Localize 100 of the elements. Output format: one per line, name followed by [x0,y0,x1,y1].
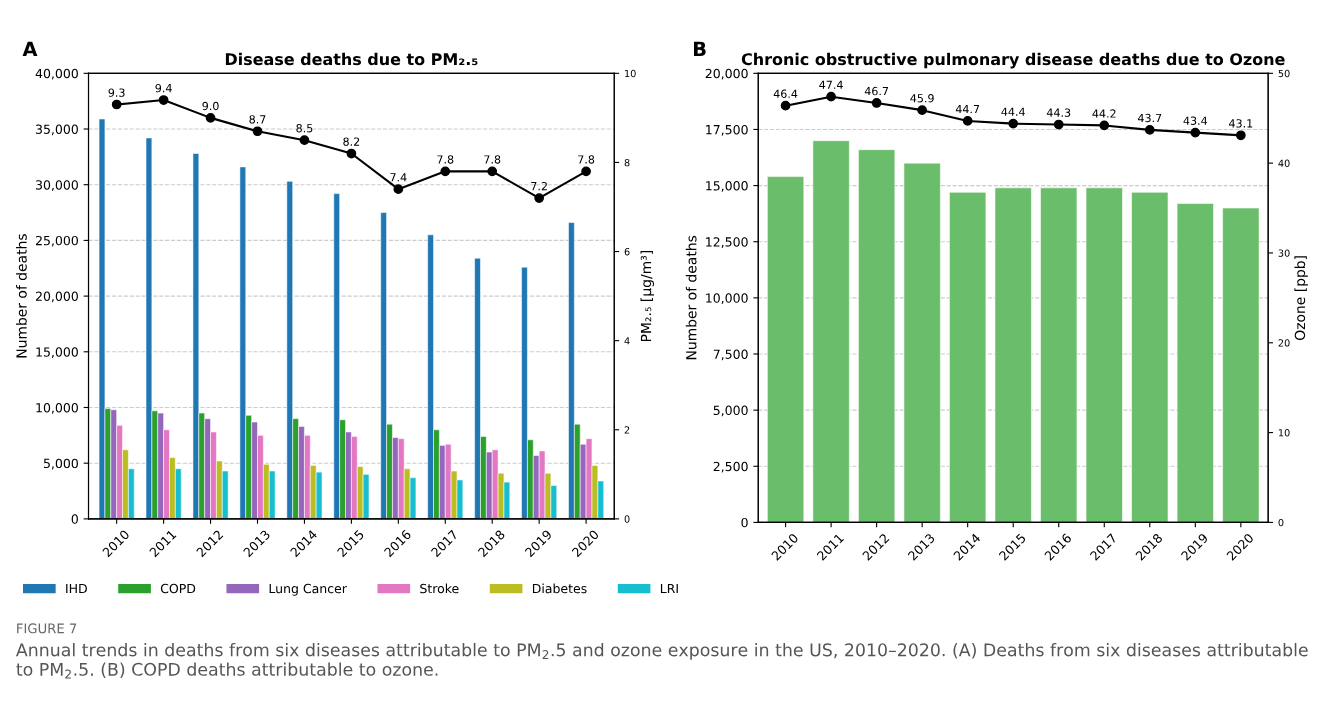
data-label: 7.4 [390,173,407,182]
y2-tick-label: 10 [625,69,636,78]
data-label: 46.7 [864,86,889,96]
point [962,116,973,126]
y-axis-title: Number of deaths [685,235,697,360]
text: Annual trends in deaths from six diseases attributable to PM$_{2}$.5 and ozone exposure in the US, 2010–2020. (A) Deaths from six diseases attributable to PM$_{2}$.5. (B) COPD deaths attributable to ozone. [15,642,1308,679]
y-tick-label: 0 [741,517,748,528]
point [487,166,498,177]
y-tick-label: 12,500 [706,237,748,248]
bar [903,162,941,523]
y2-tick-label: 30 [1278,249,1290,257]
data-label: 45.9 [910,94,934,103]
data-label: 8.7 [249,115,266,124]
bar [858,149,896,523]
y2-tick-label: 6 [624,248,630,256]
y-tick-label: 15,000 [706,181,748,192]
point [581,166,591,177]
point [440,166,451,177]
point [393,184,404,195]
legend-label: Lung Cancer [269,583,347,596]
data-label: 9.0 [202,101,219,111]
y-tick-label: 0 [71,514,78,524]
y2-tick-label: 10 [1278,429,1290,437]
point [346,148,357,159]
y2-axis-title: PM₂.₅ [μg/m³] [640,251,654,342]
data-label: 7.8 [437,155,454,164]
point [780,100,791,111]
y-tick-label: 5,000 [43,458,78,470]
data-label: 44.7 [955,104,980,114]
y-tick-label: 20,000 [705,68,748,80]
y2-tick-label: 0 [624,515,630,523]
y-tick-label: 25,000 [35,235,78,247]
text: B [693,41,706,56]
y2-tick-label: 0 [1278,518,1284,527]
legend-label: Diabetes [532,583,587,594]
point [205,113,216,123]
point [1144,125,1155,135]
point [826,91,836,102]
bar [767,176,805,523]
point [917,105,928,116]
y2-tick-label: 2 [624,426,630,434]
data-label: 43.1 [1229,119,1253,128]
bar [1131,192,1169,523]
chart-title: Disease deaths due to PM₂.₅ [225,52,478,66]
bar [994,187,1032,523]
point [111,99,122,110]
data-label: 43.4 [1183,116,1208,125]
legend-label: LRI [660,583,678,594]
y-tick-label: 35,000 [36,124,78,136]
data-label: 9.4 [155,83,172,93]
y-tick-label: 15,000 [36,347,78,358]
point [1235,130,1246,141]
bar [1040,187,1078,523]
y-tick-label: 10,000 [706,293,748,305]
point [534,193,545,203]
y-tick-label: 17,500 [706,124,748,136]
bar [949,192,987,523]
y2-tick-label: 20 [1278,339,1290,347]
y-tick-label: 5,000 [713,405,748,417]
legend-label: Stroke [420,583,459,594]
point [1099,120,1110,131]
point [1008,118,1019,129]
data-label: 44.3 [1046,108,1071,117]
legend-label: COPD [160,583,196,594]
data-label: 47.4 [819,80,843,89]
data-label: 7.8 [578,155,595,164]
y2-tick-label: 50 [1278,69,1290,78]
data-label: 7.2 [531,181,547,191]
y-axis-title: Number of deaths [16,234,27,358]
point [299,135,310,146]
bar [1176,203,1214,523]
point [871,98,882,108]
point [158,95,169,105]
data-label: 46.4 [773,89,798,98]
y-tick-label: 40,000 [35,68,78,80]
y2-tick-label: 4 [624,337,630,345]
data-label: 8.2 [343,137,360,146]
y2-axis-title: Ozone [ppb] [1294,256,1308,340]
caption: FIGURE 7 [17,623,77,634]
data-label: 8.5 [296,124,313,133]
bar [1085,187,1123,523]
point [252,126,263,137]
y-tick-label: 2,500 [713,461,748,473]
y-tick-label: 7,500 [713,349,748,361]
y-tick-label: 20,000 [35,291,78,303]
point [1190,127,1201,138]
data-label: 7.8 [484,155,501,164]
chart-title: Chronic obstructive pulmonary disease deaths due to Ozone [741,52,1285,69]
text: A [22,41,38,56]
data-label: 43.7 [1137,113,1162,123]
y-tick-label: 30,000 [36,180,78,191]
data-label: 44.2 [1092,109,1116,118]
legend-label: IHD [66,583,87,594]
data-label: 9.3 [108,88,125,97]
y-tick-label: 10,000 [36,402,78,414]
data-label: 44.4 [1001,107,1025,116]
y2-tick-label: 40 [1278,159,1290,167]
bar [812,140,850,523]
point [1053,119,1064,130]
y2-tick-label: 8 [624,158,630,167]
